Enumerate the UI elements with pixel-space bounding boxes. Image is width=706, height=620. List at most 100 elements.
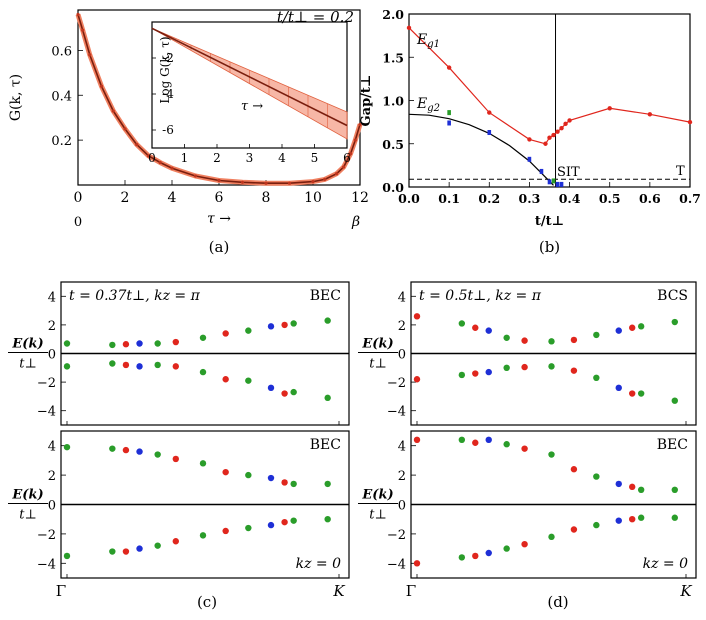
panel-c-band-point bbox=[199, 334, 207, 341]
panel-b-eg1-point bbox=[555, 129, 560, 134]
panel-c-band-point bbox=[199, 532, 207, 539]
panel-d-ylabel-num: E(k) bbox=[361, 337, 393, 352]
panel-d-band-point bbox=[458, 320, 466, 327]
panel-b-annotation-eg2-sub: g2 bbox=[427, 103, 440, 114]
panel-d-band-point bbox=[485, 327, 492, 334]
panel-b-point bbox=[447, 110, 451, 116]
panel-c-band-point bbox=[172, 363, 179, 370]
panel-d-band-point bbox=[548, 338, 555, 345]
panel-c-caption: (c) bbox=[197, 593, 217, 611]
panel-a-point bbox=[123, 127, 127, 131]
panel-d-band-point bbox=[413, 376, 421, 383]
panel-c-band-point bbox=[109, 360, 116, 367]
panel-c-band-point bbox=[222, 468, 229, 476]
panel-d-y-tick-label: 4 bbox=[398, 440, 406, 455]
panel-c-y-tick-label: −2 bbox=[37, 528, 56, 543]
panel-a-xlabel: τ → bbox=[207, 211, 231, 227]
panel-c-y-tick-label: 0 bbox=[48, 348, 56, 363]
panel-b-eg1-point bbox=[406, 25, 412, 31]
panel-c-band-point bbox=[281, 321, 288, 329]
panel-a-inset: 0 1 2 3 4 5 6 -2 -4 -6 Log G(k, τ) τ → bbox=[148, 21, 351, 165]
panel-b-point bbox=[447, 120, 451, 126]
panel-d-band-point bbox=[615, 517, 622, 524]
panel-a-inset-x-tick-label: 1 bbox=[181, 151, 189, 165]
panel-d-band-point bbox=[671, 318, 678, 326]
panel-d-band-point bbox=[593, 331, 600, 339]
panel-d-x-tick-label: Γ bbox=[406, 582, 416, 600]
panel-a-inset-xlabel: τ → bbox=[241, 99, 263, 114]
panel-a-inset-y-tick-label: -2 bbox=[162, 51, 174, 65]
panel-d-band-point bbox=[637, 323, 645, 330]
panel-b-y-tick-label: 0.5 bbox=[382, 137, 404, 152]
panel-d-band-point bbox=[637, 486, 645, 493]
panel-c-subplot: −4 −2 0 2 4 E(k) t⊥ BEC kz = 0 bbox=[8, 430, 350, 579]
panel-a-inset-annotation: t/t⊥ = 0.2 bbox=[277, 8, 354, 26]
panel-a-point bbox=[146, 154, 151, 158]
panel-b-point bbox=[555, 181, 560, 187]
panel-b-point bbox=[559, 181, 564, 187]
panel-a-x-tick-label: 0 bbox=[74, 190, 83, 206]
panel-d-kz-label: kz = 0 bbox=[643, 556, 688, 572]
panel-c-band-point bbox=[281, 390, 288, 397]
panel-d-band-point bbox=[485, 368, 492, 376]
panel-b-eg1-point bbox=[563, 121, 568, 127]
panel-c-x-tick-label: K bbox=[332, 582, 345, 600]
panel-d-ylabel-num: E(k) bbox=[361, 488, 393, 503]
panel-d-band-point bbox=[570, 336, 578, 344]
panel-a-point bbox=[76, 12, 80, 17]
panel-c-band-point bbox=[222, 376, 229, 383]
panel-d: −4 −2 0 2 4 E(k) t⊥ t = 0.5t⊥, kz = π BCS −4 −2 0 2 4… bbox=[358, 281, 697, 611]
panel-b-x-tick-label: 0.2 bbox=[478, 191, 500, 206]
panel-c-y-tick-label: −4 bbox=[37, 405, 56, 420]
panel-b-x-tick-label: 0.6 bbox=[639, 191, 661, 206]
panel-a-x-tick-label: 2 bbox=[121, 190, 130, 206]
panel-a-x-sub-label: 0 bbox=[74, 215, 82, 230]
panel-d-y-tick-label: 2 bbox=[398, 469, 406, 484]
panel-d-band-point bbox=[503, 334, 510, 341]
panel-d-band-point bbox=[521, 445, 528, 452]
panel-c-band-point bbox=[109, 445, 116, 452]
panel-d-band-point bbox=[485, 549, 492, 557]
panel-d-band-point bbox=[472, 324, 479, 331]
panel-d-x-tick-label: K bbox=[679, 582, 692, 600]
panel-c-band-point bbox=[199, 460, 207, 467]
panel-a-x-tick-label: 12 bbox=[351, 190, 369, 206]
panel-c-y-tick-label: −4 bbox=[37, 557, 56, 572]
panel-c-band-point bbox=[122, 548, 130, 555]
panel-a-point bbox=[193, 174, 198, 178]
panel-b-series-eg1 bbox=[408, 27, 691, 145]
panel-a-x-tick-label: 6 bbox=[215, 190, 224, 206]
panel-b-frame bbox=[408, 13, 691, 188]
panel-c-y-tick-label: 4 bbox=[48, 440, 56, 455]
panel-d-band-point bbox=[472, 552, 479, 560]
panel-d-band-point bbox=[671, 397, 678, 404]
panel-c-band-point bbox=[245, 377, 252, 384]
panel-c-band-point bbox=[199, 368, 207, 376]
panel-b-eg1-point bbox=[687, 119, 693, 125]
panel-c-band-point bbox=[267, 474, 275, 482]
panel-c-band-point bbox=[109, 548, 116, 555]
panel-a-point bbox=[358, 122, 362, 127]
panel-a-inset-x-tick-label: 4 bbox=[278, 151, 286, 165]
panel-d-band-point bbox=[615, 480, 622, 488]
panel-b-eg1-point bbox=[527, 137, 532, 142]
panel-a-point bbox=[349, 151, 353, 156]
panel-d-band-point bbox=[413, 313, 421, 320]
panel-c-band-point bbox=[245, 327, 252, 334]
panel-d-ylabel-den: t⊥ bbox=[369, 508, 386, 523]
panel-a-point bbox=[287, 181, 292, 185]
panel-b-eg1-point bbox=[446, 65, 452, 70]
panel-d-band-point bbox=[413, 560, 421, 567]
panel-d-band-point bbox=[629, 324, 636, 331]
panel-c-band-point bbox=[63, 443, 71, 451]
panel-b-caption: (b) bbox=[539, 238, 560, 256]
panel-a-x-tick-label: 8 bbox=[262, 190, 271, 206]
panel-c-band-point bbox=[324, 480, 331, 488]
panel-b-eg1-point bbox=[559, 125, 564, 131]
panel-b-x-tick-label: 0.5 bbox=[599, 191, 621, 206]
panel-d-band-point bbox=[570, 367, 578, 374]
panel-b-x-tick-label: 0.4 bbox=[559, 191, 581, 206]
panel-b-eg1-point bbox=[551, 132, 556, 138]
panel-c-band-point bbox=[122, 341, 130, 348]
panel-a-point bbox=[334, 172, 339, 176]
